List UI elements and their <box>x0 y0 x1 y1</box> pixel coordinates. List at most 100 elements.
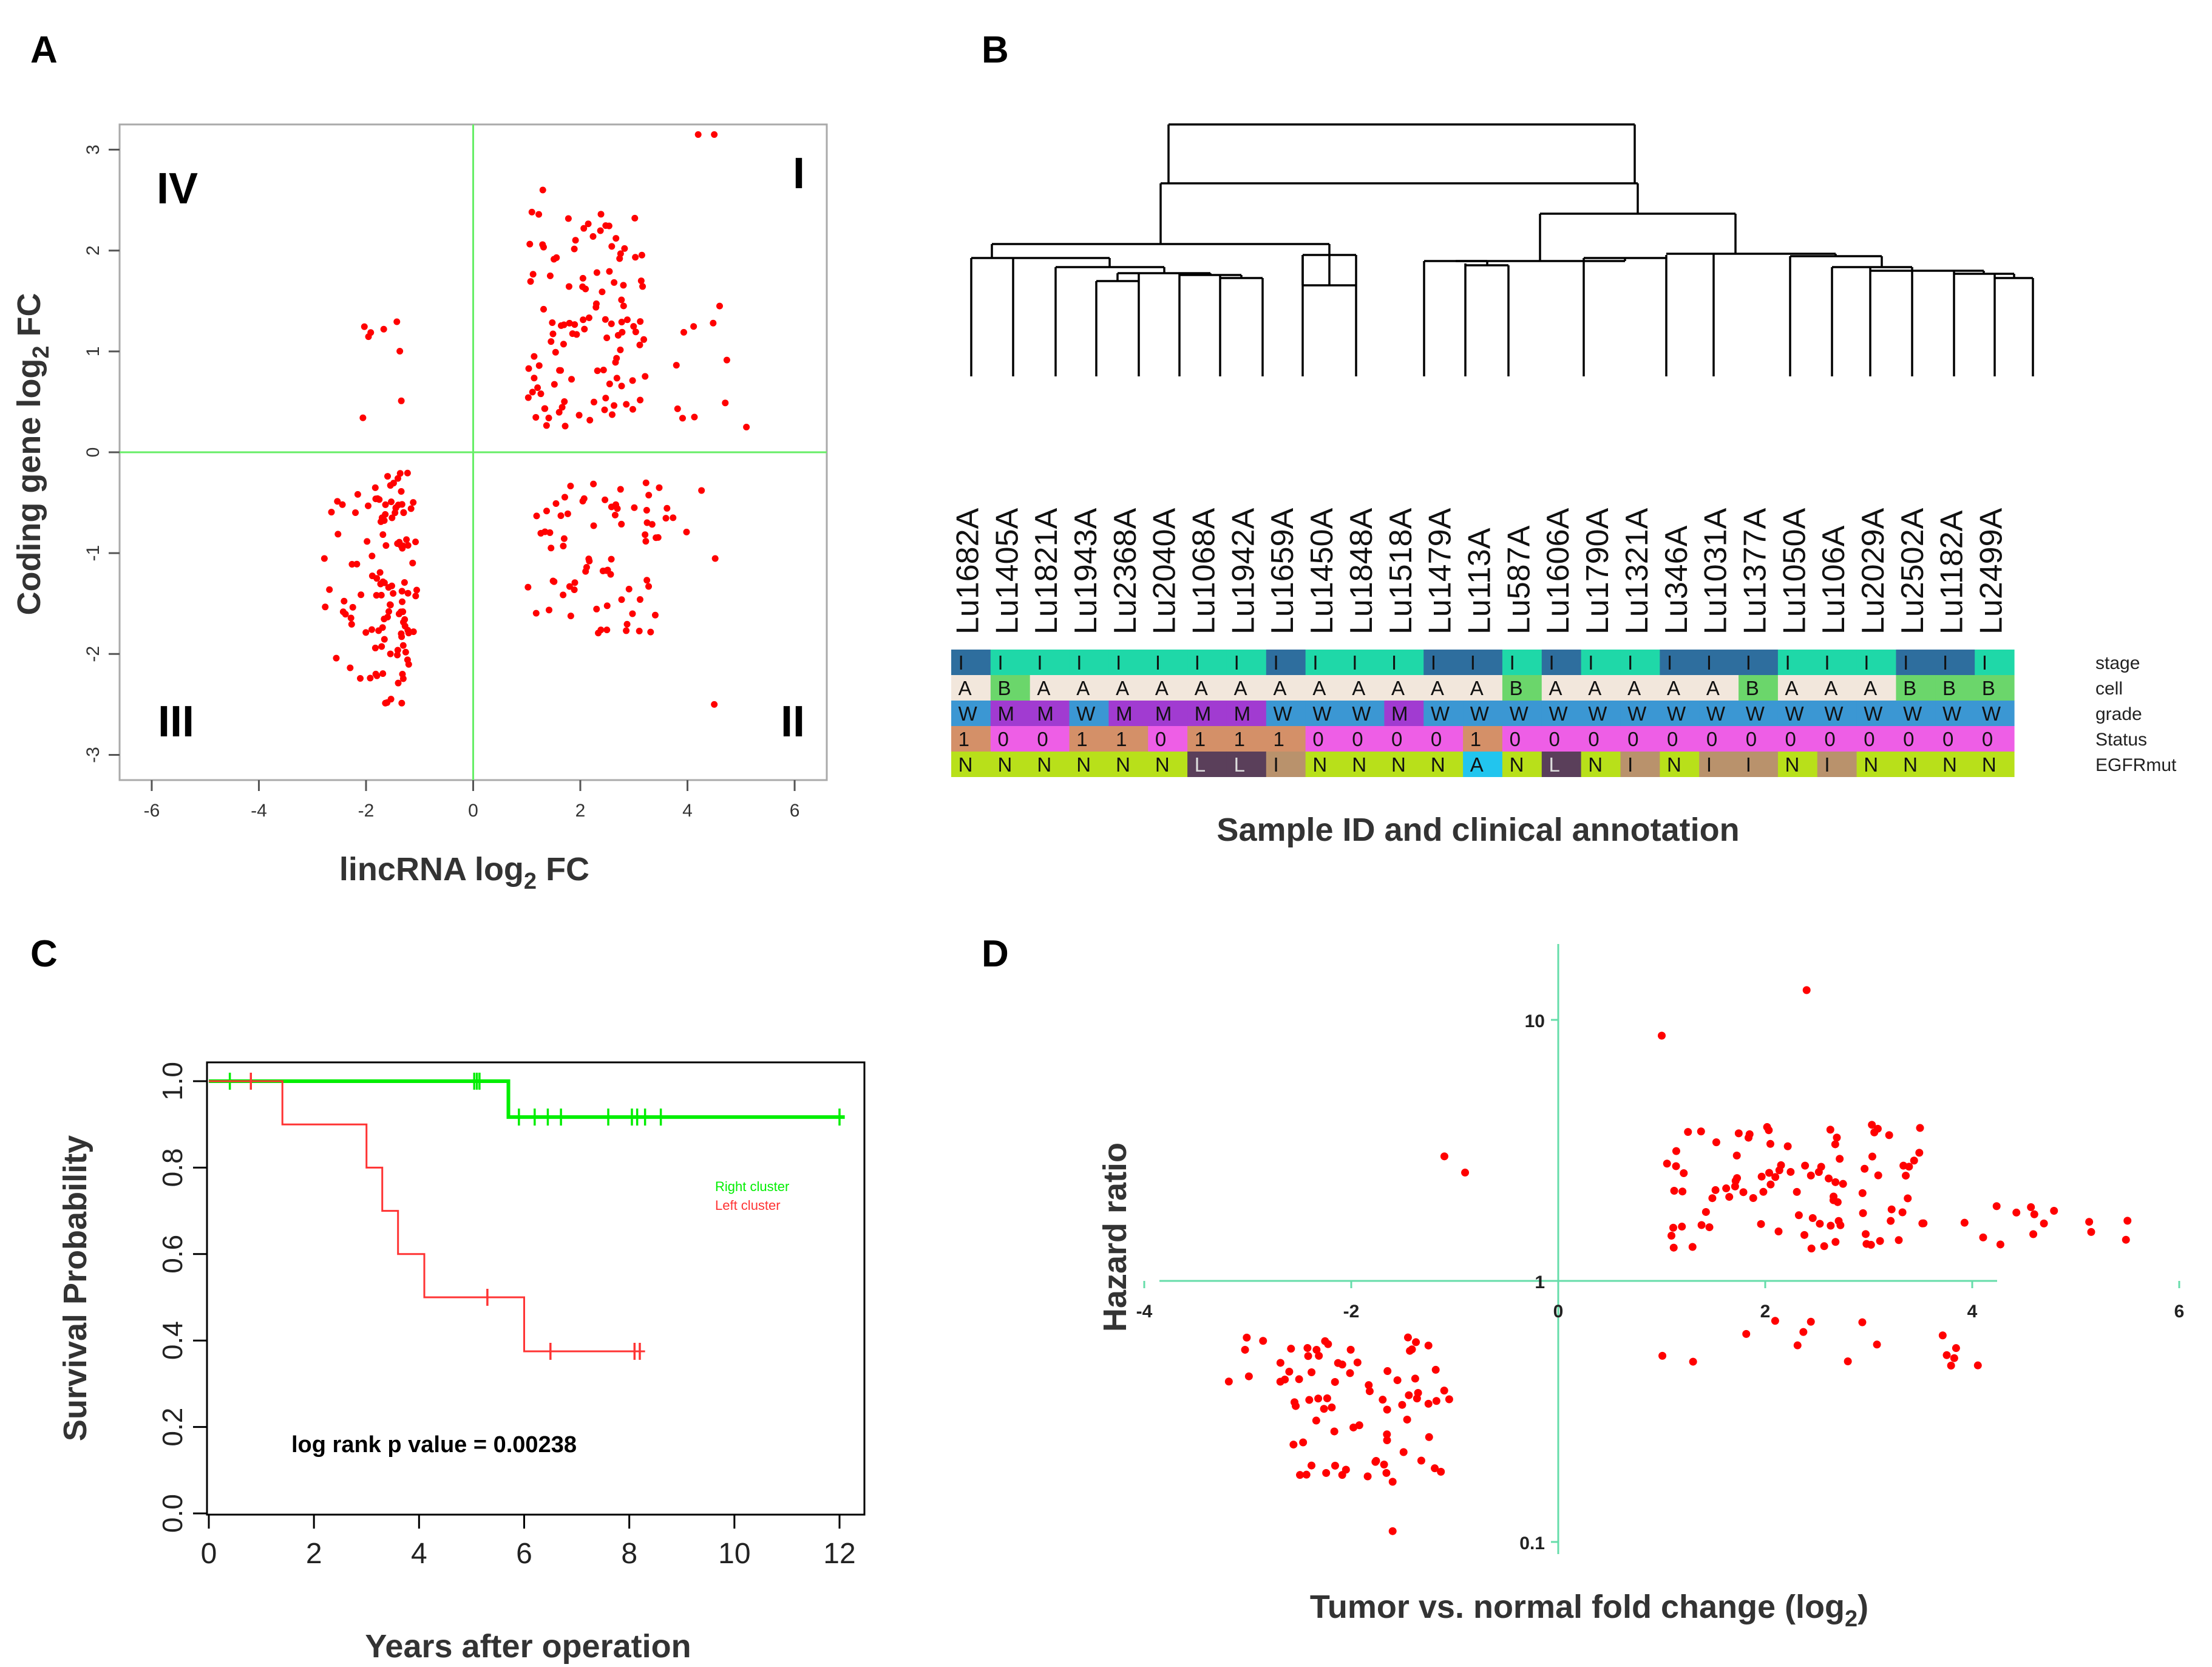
panel-a-point <box>405 660 412 668</box>
panel-d-point <box>1814 1168 1823 1176</box>
panel-b-cell <box>1305 650 1346 675</box>
panel-d-point <box>1759 1187 1768 1196</box>
panel-d-x-tick-label: 6 <box>2174 1302 2185 1322</box>
panel-b-cell <box>1777 650 1818 675</box>
panel-a-point <box>557 512 565 519</box>
panel-a-point <box>602 395 609 402</box>
panel-b-sample-label: Lu1405A <box>989 508 1025 634</box>
panel-d-point <box>1905 1163 1913 1171</box>
panel-d-point <box>1355 1421 1363 1430</box>
panel-d-point <box>1973 1361 1982 1370</box>
panel-a-point <box>608 320 615 327</box>
panel-b-cell-label: M <box>1195 702 1212 725</box>
panel-a-point <box>381 579 388 586</box>
panel-b-cell <box>1226 726 1267 752</box>
panel-a-point <box>402 648 409 656</box>
panel-a-point <box>625 585 633 592</box>
panel-a-point <box>561 398 568 406</box>
panel-b-cell-label: M <box>1155 702 1172 725</box>
panel-d-point <box>1826 1125 1834 1134</box>
panel-a-y-tick-label: 2 <box>83 245 103 256</box>
panel-b-cell <box>1739 726 1779 752</box>
panel-a-point <box>380 325 387 333</box>
panel-b-cell <box>1069 701 1110 726</box>
panel-d-point <box>1432 1397 1440 1405</box>
panel-d-y-tick-label: 1 <box>1535 1272 1545 1292</box>
panel-d-point <box>1952 1344 1960 1353</box>
panel-d-point <box>1295 1375 1303 1384</box>
panel-b-cell-label: I <box>1588 651 1593 674</box>
panel-d-point <box>1399 1448 1408 1456</box>
panel-a-point <box>558 404 566 411</box>
panel-d-point <box>1825 1174 1833 1183</box>
panel-b-cell <box>1581 701 1621 726</box>
panel-a-point <box>613 375 620 382</box>
panel-b-cell-label: W <box>1627 702 1647 725</box>
panel-a-point <box>629 406 636 413</box>
panel-a-point <box>525 365 532 372</box>
panel-b-cell <box>1384 726 1424 752</box>
panel-d-point <box>1793 1187 1801 1196</box>
panel-b-cell-label: 0 <box>1667 728 1678 750</box>
panel-c-x-tick-label: 8 <box>621 1538 637 1570</box>
panel-b-sample-label: Lu2029A <box>1856 508 1891 634</box>
panel-a-point <box>396 348 404 355</box>
panel-c-letter: C <box>30 933 58 975</box>
panel-a-point <box>579 283 586 290</box>
panel-b-cell-label: I <box>1785 651 1791 674</box>
panel-b-cell-label: 1 <box>1273 728 1284 750</box>
panel-d-point <box>1393 1376 1402 1385</box>
panel-d-point <box>2087 1227 2095 1236</box>
panel-a-point <box>354 491 361 498</box>
panel-a-point <box>585 220 592 228</box>
panel-b-cell <box>1305 726 1346 752</box>
panel-b-cell-label: W <box>1588 702 1607 725</box>
panel-b-cell <box>1856 701 1897 726</box>
panel-b-cell <box>1345 752 1385 777</box>
panel-d-point <box>1887 1205 1896 1214</box>
panel-c-x-ticks: 0 2 4 6 8 10 12 <box>201 1515 856 1570</box>
panel-d-point <box>1689 1357 1697 1366</box>
panel-b-cell-label: N <box>1116 753 1130 776</box>
panel-a-point <box>395 679 402 687</box>
panel-d-point <box>1783 1142 1792 1150</box>
panel-d-point <box>1296 1471 1304 1479</box>
panel-d-point <box>1910 1156 1918 1165</box>
panel-b-cell <box>1148 650 1188 675</box>
panel-b-cell-label: M <box>998 702 1015 725</box>
panel-a-point <box>334 498 341 505</box>
panel-d-point <box>1868 1121 1876 1129</box>
panel-a-point <box>362 629 370 636</box>
panel-c-y-tick-label: 0.6 <box>157 1235 188 1274</box>
panel-d-point <box>1794 1211 1803 1220</box>
panel-d-point <box>2085 1218 2094 1226</box>
panel-a-point <box>539 186 546 194</box>
panel-a-point <box>743 423 750 430</box>
panel-d-point <box>1885 1131 1893 1139</box>
panel-d-point <box>1708 1194 1717 1203</box>
panel-b-cell <box>1975 650 2015 675</box>
panel-c-survival-curves <box>209 1073 845 1360</box>
panel-a-point <box>642 373 649 380</box>
panel-b-cell-label: 0 <box>1824 728 1835 750</box>
panel-d-point <box>2123 1217 2132 1225</box>
panel-a-point <box>571 579 578 586</box>
panel-b-cell-label: W <box>1076 702 1096 725</box>
panel-a-point <box>589 233 597 240</box>
panel-b-sample-label: Lu1450A <box>1304 508 1340 634</box>
panel-b-cell <box>1266 675 1306 701</box>
panel-a-point <box>560 542 567 549</box>
panel-b-cell <box>1777 675 1818 701</box>
panel-a-point <box>543 422 550 429</box>
panel-b-cell-label: I <box>1824 651 1830 674</box>
panel-b-cell-label: N <box>1510 753 1524 776</box>
panel-a-point <box>526 240 534 248</box>
panel-d-point <box>1827 1221 1835 1230</box>
panel-b-cell-label: W <box>1864 702 1883 725</box>
panel-d-point <box>1425 1433 1433 1441</box>
panel-a-point <box>602 316 609 323</box>
panel-b-cell-label: 0 <box>1864 728 1874 750</box>
panel-a-point <box>680 328 687 336</box>
panel-b-cell <box>1502 726 1542 752</box>
panel-d-point <box>1365 1381 1373 1390</box>
